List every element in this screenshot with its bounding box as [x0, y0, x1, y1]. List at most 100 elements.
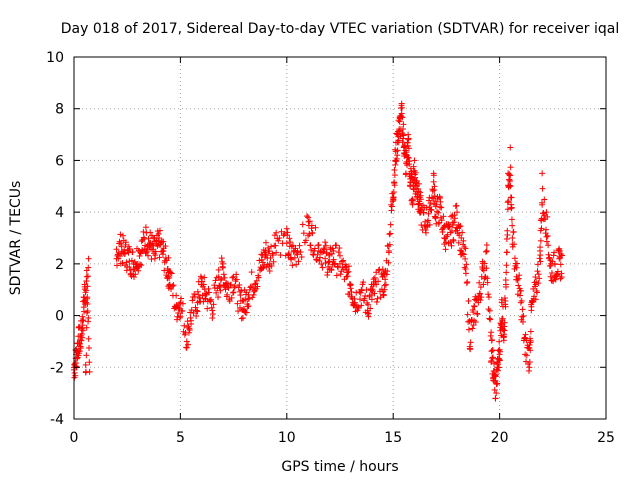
data-point	[351, 300, 358, 307]
data-point	[535, 280, 542, 287]
data-point	[302, 237, 309, 244]
data-point	[126, 258, 133, 265]
data-point	[517, 287, 524, 294]
data-point	[492, 395, 499, 402]
data-point	[156, 235, 163, 241]
data-point	[507, 172, 514, 179]
data-point	[480, 281, 487, 288]
data-point	[355, 303, 362, 310]
data-point	[244, 303, 251, 310]
data-point	[337, 260, 343, 267]
data-point	[399, 129, 406, 136]
data-point	[152, 248, 159, 255]
data-point	[145, 235, 152, 242]
data-point	[147, 240, 154, 247]
data-point	[83, 273, 90, 280]
data-point	[228, 281, 235, 288]
data-point	[245, 303, 252, 310]
data-point	[453, 202, 460, 209]
data-point	[179, 300, 186, 307]
data-point	[337, 271, 344, 278]
data-point	[486, 307, 493, 314]
data-point	[85, 255, 92, 262]
data-point	[510, 228, 517, 235]
data-point	[326, 258, 333, 265]
data-point	[499, 315, 506, 322]
data-point	[71, 369, 78, 376]
data-point	[501, 327, 508, 334]
data-point	[551, 249, 558, 256]
data-point	[185, 341, 192, 348]
data-point	[333, 272, 340, 279]
data-points	[71, 100, 566, 402]
data-point	[437, 203, 444, 210]
data-point	[236, 304, 243, 311]
data-point	[259, 259, 266, 266]
data-point	[167, 269, 174, 276]
data-point	[527, 347, 534, 354]
data-point	[126, 264, 133, 271]
data-point	[179, 308, 186, 315]
data-point	[532, 273, 539, 280]
data-point	[532, 296, 539, 303]
data-point	[268, 243, 275, 250]
data-point	[84, 294, 91, 301]
data-point	[382, 276, 389, 283]
data-point	[542, 226, 549, 233]
data-point	[398, 100, 405, 107]
data-point	[544, 213, 551, 220]
data-point	[556, 255, 563, 262]
data-point	[491, 386, 498, 393]
data-point	[423, 204, 430, 211]
data-point	[314, 251, 321, 258]
data-point	[400, 121, 407, 128]
data-point	[210, 301, 217, 308]
data-point	[534, 289, 541, 296]
data-point	[471, 303, 478, 310]
data-point	[289, 262, 296, 269]
data-point	[508, 204, 515, 211]
data-point	[482, 248, 489, 255]
data-point	[206, 297, 213, 304]
data-point	[504, 231, 511, 238]
data-point	[483, 241, 490, 248]
data-point	[138, 262, 145, 269]
x-tick-label: 5	[176, 430, 185, 446]
data-point	[509, 222, 516, 229]
data-point	[494, 364, 501, 371]
data-point	[455, 239, 462, 246]
data-point	[343, 273, 350, 280]
data-point	[178, 295, 185, 302]
data-point	[134, 260, 141, 267]
data-point	[417, 196, 424, 203]
data-point	[469, 325, 476, 332]
data-point	[391, 172, 398, 179]
data-point	[527, 328, 534, 335]
data-point	[290, 248, 297, 255]
data-point	[224, 280, 231, 287]
data-point	[233, 276, 240, 283]
data-point	[160, 247, 167, 254]
data-point	[294, 247, 301, 254]
data-point	[136, 252, 143, 259]
data-point	[241, 307, 248, 314]
data-point	[449, 222, 456, 229]
x-tick-label: 20	[491, 430, 509, 446]
data-point	[434, 208, 441, 215]
data-point	[475, 299, 482, 306]
data-point	[508, 194, 515, 201]
data-point	[173, 304, 180, 311]
data-point	[543, 238, 550, 245]
data-point	[435, 209, 442, 216]
data-point	[491, 372, 498, 379]
data-point	[345, 268, 352, 275]
data-point	[321, 246, 328, 253]
data-point	[161, 267, 168, 274]
data-point	[442, 246, 449, 253]
data-point	[347, 281, 354, 288]
data-point	[131, 273, 138, 280]
data-point	[448, 242, 455, 249]
data-point	[251, 281, 258, 288]
data-point	[140, 228, 147, 235]
data-point	[500, 333, 507, 340]
